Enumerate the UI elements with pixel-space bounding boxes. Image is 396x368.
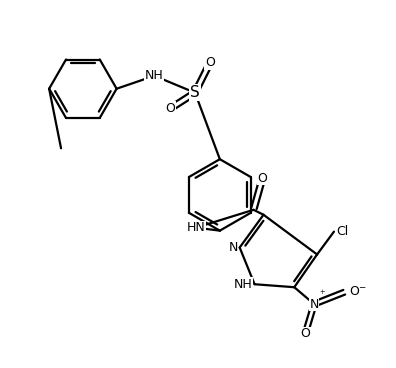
Text: O: O [300, 328, 310, 340]
Text: O: O [165, 102, 175, 115]
Text: O: O [205, 56, 215, 70]
Text: Cl: Cl [336, 225, 348, 238]
Text: HN: HN [187, 221, 206, 234]
Text: NH: NH [145, 69, 164, 82]
Text: NH: NH [234, 278, 253, 291]
Text: O$^{-}$: O$^{-}$ [349, 285, 367, 298]
Text: $^{+}$: $^{+}$ [319, 289, 326, 299]
Text: N: N [309, 298, 319, 311]
Text: S: S [190, 85, 200, 100]
Text: N: N [228, 241, 238, 254]
Text: O: O [257, 171, 267, 184]
